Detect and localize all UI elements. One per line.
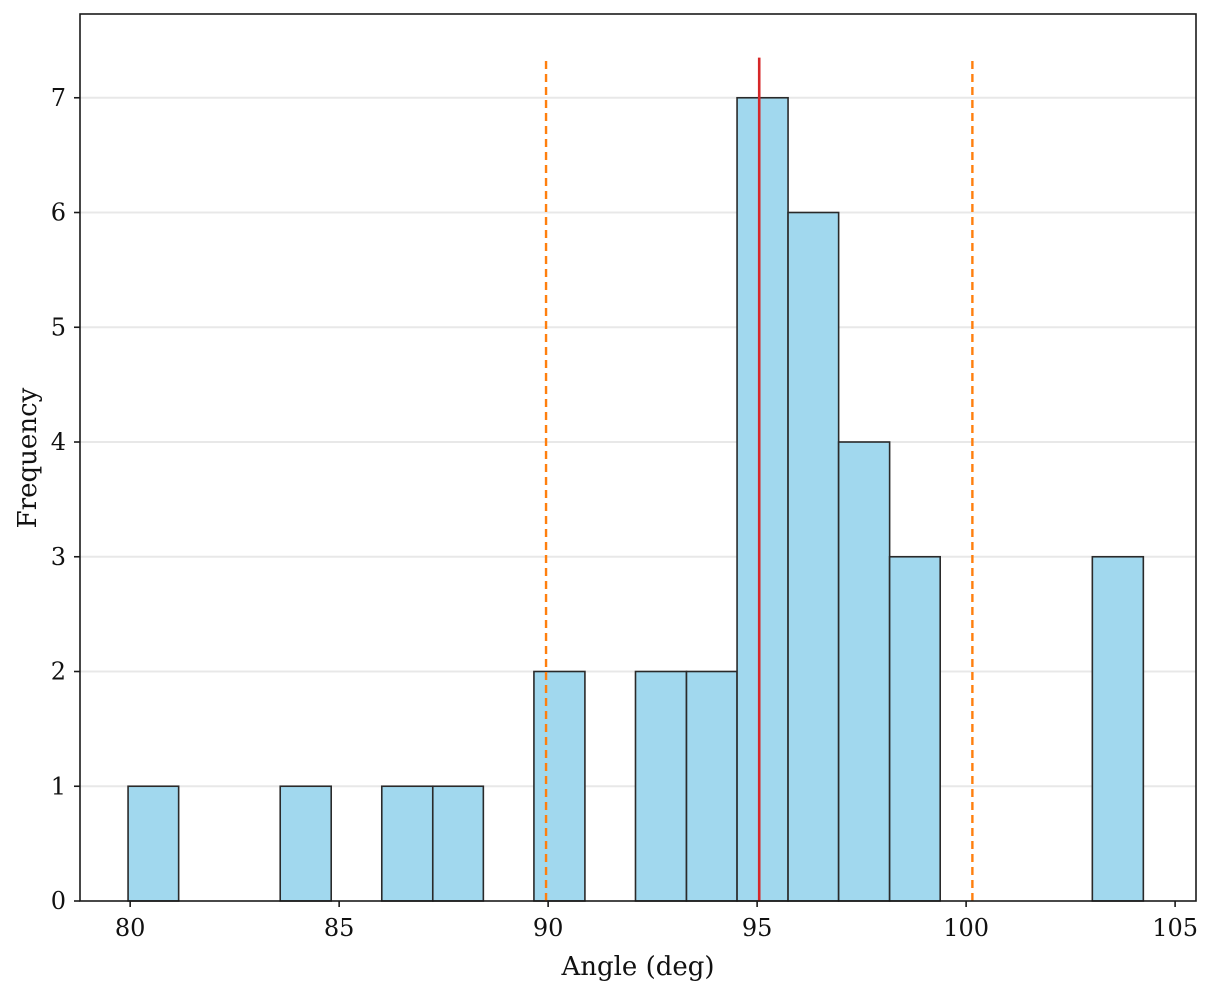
histogram-bar [279,785,333,902]
y-tick-label: 7 [51,84,66,112]
x-tick-label: 80 [115,914,146,942]
histogram-bar [685,670,738,902]
grid-lines [80,96,1196,788]
histogram-bars [127,96,1145,902]
y-axis-ticks: 0 1 2 3 4 5 6 7 [51,84,80,915]
y-tick-label: 2 [51,658,66,686]
histogram-bar [837,441,891,902]
x-tick-label: 85 [324,914,355,942]
y-tick-label: 1 [51,772,66,800]
histogram-bar [533,670,586,902]
plot-frame [79,13,1197,902]
histogram-bar [736,96,789,902]
histogram-bar [127,785,180,902]
x-axis-ticks: 80 85 90 95 100 105 [115,901,1198,942]
y-axis-title: Frequency [13,387,43,528]
y-tick-label: 3 [51,543,66,571]
reference-lines [544,57,974,901]
histogram-bar [1091,555,1145,902]
x-tick-label: 105 [1152,914,1198,942]
histogram-bar [380,785,434,902]
histogram-bar [787,211,840,902]
y-tick-label: 4 [51,428,66,456]
x-tick-label: 95 [742,914,773,942]
x-axis-title: Angle (deg) [560,952,714,982]
y-tick-label: 6 [51,199,66,227]
histogram-bar [888,555,941,902]
x-tick-label: 100 [943,914,989,942]
y-tick-label: 5 [51,313,66,341]
histogram-bar [431,785,485,902]
histogram-bar [634,670,688,902]
y-tick-label: 0 [51,887,66,915]
x-tick-label: 90 [533,914,564,942]
